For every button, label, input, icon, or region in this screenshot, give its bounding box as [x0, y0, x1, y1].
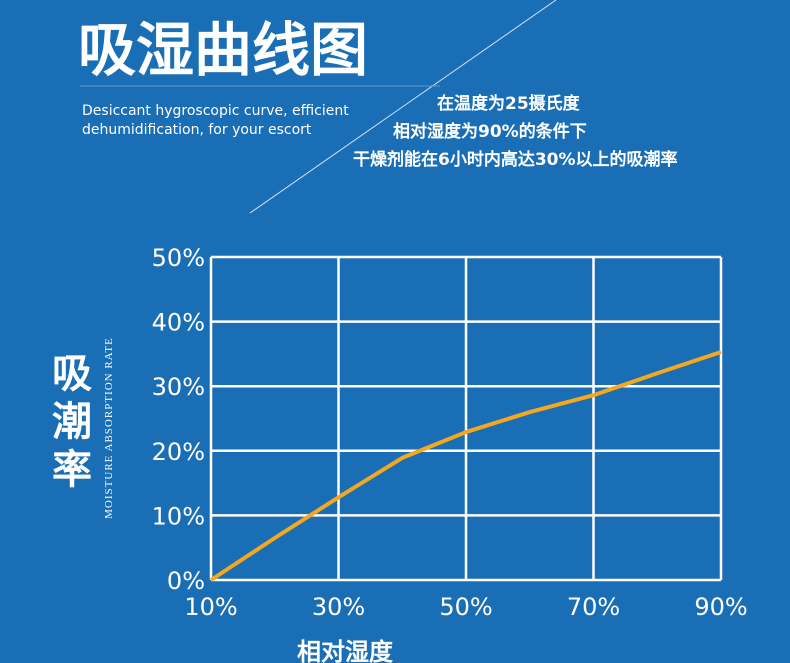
x-tick-label: 70%	[567, 593, 620, 621]
y-tick-label: 10%	[152, 502, 205, 530]
x-tick-label: 10%	[184, 593, 237, 621]
x-tick-label: 50%	[439, 593, 492, 621]
annotation: 在温度为25摄氏度	[437, 93, 581, 114]
annotation: 干燥剂能在6小时内高达30%以上的吸潮率	[353, 149, 678, 170]
y-axis-title: 吸潮率	[45, 352, 92, 496]
subtitle: dehumidification, for your escort	[82, 122, 312, 138]
x-tick-label: 90%	[694, 593, 747, 621]
x-tick-label: 30%	[312, 593, 365, 621]
annotation: 相对湿度为90%的条件下	[393, 121, 587, 142]
y-axis-subtitle: MOISTURE ABSORPTION RATE	[103, 337, 115, 519]
x-axis-title: 相对湿度	[297, 638, 394, 663]
y-tick-label: 20%	[152, 438, 205, 466]
decor-line	[249, 0, 557, 214]
chart-title: 吸湿曲线图	[78, 16, 368, 84]
y-tick-label: 40%	[152, 309, 205, 337]
y-tick-label: 30%	[152, 373, 205, 401]
subtitle: Desiccant hygroscopic curve, efficient	[82, 103, 349, 119]
y-tick-label: 0%	[167, 567, 205, 595]
data-line	[209, 350, 722, 582]
y-tick-label: 50%	[152, 244, 205, 272]
